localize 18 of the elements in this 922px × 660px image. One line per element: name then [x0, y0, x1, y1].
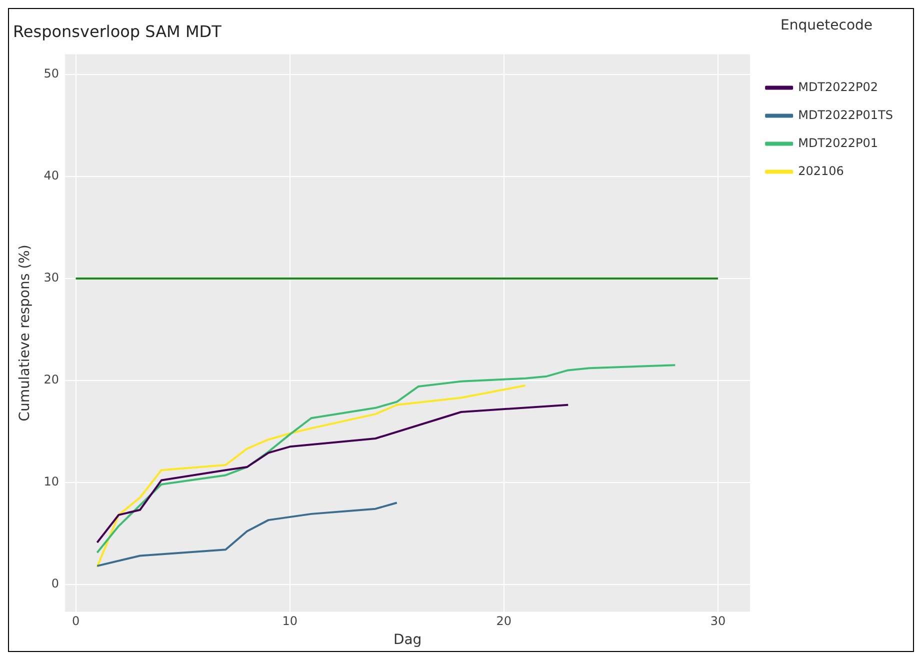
y-tick-label: 50: [44, 66, 60, 81]
y-tick-label: 20: [44, 372, 60, 387]
x-tick-label: 30: [710, 614, 726, 628]
y-tick-label: 40: [44, 168, 60, 183]
x-tick-label: 20: [496, 614, 512, 628]
y-tick-label: 30: [44, 270, 60, 285]
legend-title: Enquetecode: [780, 18, 873, 34]
legend-label: MDT2022P01: [798, 136, 878, 150]
x-tick-label: 10: [282, 614, 298, 628]
y-tick-label: 0: [51, 576, 60, 590]
x-axis-title: Dag: [393, 632, 422, 648]
y-axis-title: Cumulatieve respons (%): [17, 244, 34, 422]
legend-label: MDT2022P01TS: [798, 108, 894, 122]
chart-title: Responsverloop SAM MDT: [13, 22, 222, 41]
x-tick-label: 0: [72, 614, 80, 628]
legend-label: MDT2022P02: [798, 80, 878, 94]
legend-label: 202106: [798, 164, 844, 178]
y-tick-label: 10: [44, 474, 60, 488]
